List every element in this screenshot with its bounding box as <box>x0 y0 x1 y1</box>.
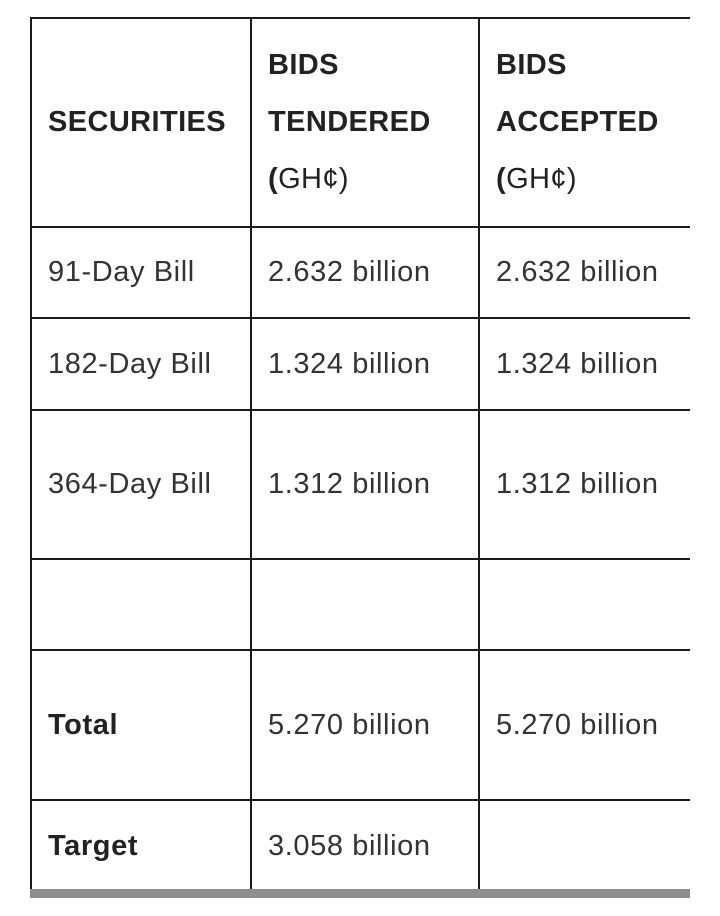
cell-target-tendered: 3.058 billion <box>250 799 480 889</box>
table-header-row: SECURITIES BIDS TENDERED (GH¢) BIDS ACCEPTE… <box>30 17 690 228</box>
cell-target-accepted <box>478 799 690 889</box>
cell-bids-tendered: 1.312 billion <box>250 409 480 560</box>
securities-table-container: SECURITIES BIDS TENDERED (GH¢) BIDS ACCEPTE… <box>30 17 690 889</box>
cell-bids-tendered: 1.324 billion <box>250 317 480 411</box>
cell-bids-accepted <box>478 558 690 651</box>
table-row: 364-Day Bill 1.312 billion 1.312 billion <box>30 409 690 560</box>
cell-bids-tendered <box>250 558 480 651</box>
cell-security: 364-Day Bill <box>30 409 252 560</box>
cell-target-label: Target <box>30 799 252 889</box>
securities-table: SECURITIES BIDS TENDERED (GH¢) BIDS ACCEPTE… <box>30 17 690 889</box>
header-securities: SECURITIES <box>30 17 252 228</box>
cell-bids-accepted: 2.632 billion <box>478 226 690 319</box>
table-row-empty <box>30 558 690 651</box>
horizontal-scrollbar[interactable] <box>30 889 690 898</box>
cell-security: 182-Day Bill <box>30 317 252 411</box>
cell-bids-accepted: 1.324 billion <box>478 317 690 411</box>
table-row: 91-Day Bill 2.632 billion 2.632 billion <box>30 226 690 319</box>
cell-security <box>30 558 252 651</box>
cell-total-tendered: 5.270 billion <box>250 649 480 801</box>
cell-security: 91-Day Bill <box>30 226 252 319</box>
table-row-target: Target 3.058 billion <box>30 799 690 889</box>
table-row-total: Total 5.270 billion 5.270 billion <box>30 649 690 801</box>
cell-total-accepted: 5.270 billion <box>478 649 690 801</box>
table-row: 182-Day Bill 1.324 billion 1.324 billion <box>30 317 690 411</box>
header-bids-tendered: BIDS TENDERED (GH¢) <box>250 17 480 228</box>
cell-bids-accepted: 1.312 billion <box>478 409 690 560</box>
cell-total-label: Total <box>30 649 252 801</box>
cell-bids-tendered: 2.632 billion <box>250 226 480 319</box>
header-bids-accepted: BIDS ACCEPTED (GH¢) <box>478 17 690 228</box>
